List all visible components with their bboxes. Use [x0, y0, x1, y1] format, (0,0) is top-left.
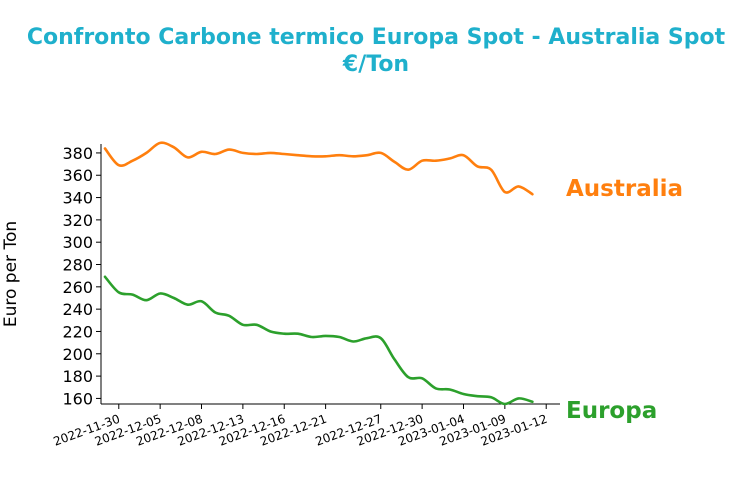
y-tick-label: 320: [62, 211, 93, 230]
y-tick-label: 340: [62, 189, 93, 208]
y-tick-label: 360: [62, 166, 93, 185]
y-tick-label: 180: [62, 367, 93, 386]
y-tick-label: 280: [62, 256, 93, 275]
chart-subtitle: €/Ton: [342, 52, 410, 77]
chart-title-main: Confronto Carbone termico Europa Spot - …: [26, 25, 726, 50]
series-label-australia: Australia: [566, 176, 683, 202]
y-axis-label: Euro per Ton: [1, 221, 21, 327]
series-line-europa: [103, 275, 534, 406]
y-tick-label: 240: [62, 300, 93, 319]
y-tick-label: 300: [62, 233, 93, 252]
y-tick-label: 200: [62, 345, 93, 364]
y-tick-label: 160: [62, 389, 93, 408]
y-tick-label: 260: [62, 278, 93, 297]
axes: [100, 144, 560, 405]
series-lines: [103, 141, 534, 406]
chart-title: Confronto Carbone termico Europa Spot - …: [0, 24, 752, 78]
series-label-europa: Europa: [566, 398, 657, 424]
y-tick-label: 220: [62, 322, 93, 341]
series-end-labels: Australia Europa: [566, 176, 683, 424]
y-tick-label: 380: [62, 144, 93, 163]
series-line-australia: [103, 141, 534, 196]
ticks: 1601802002202402602803003203403603802022…: [51, 144, 549, 449]
